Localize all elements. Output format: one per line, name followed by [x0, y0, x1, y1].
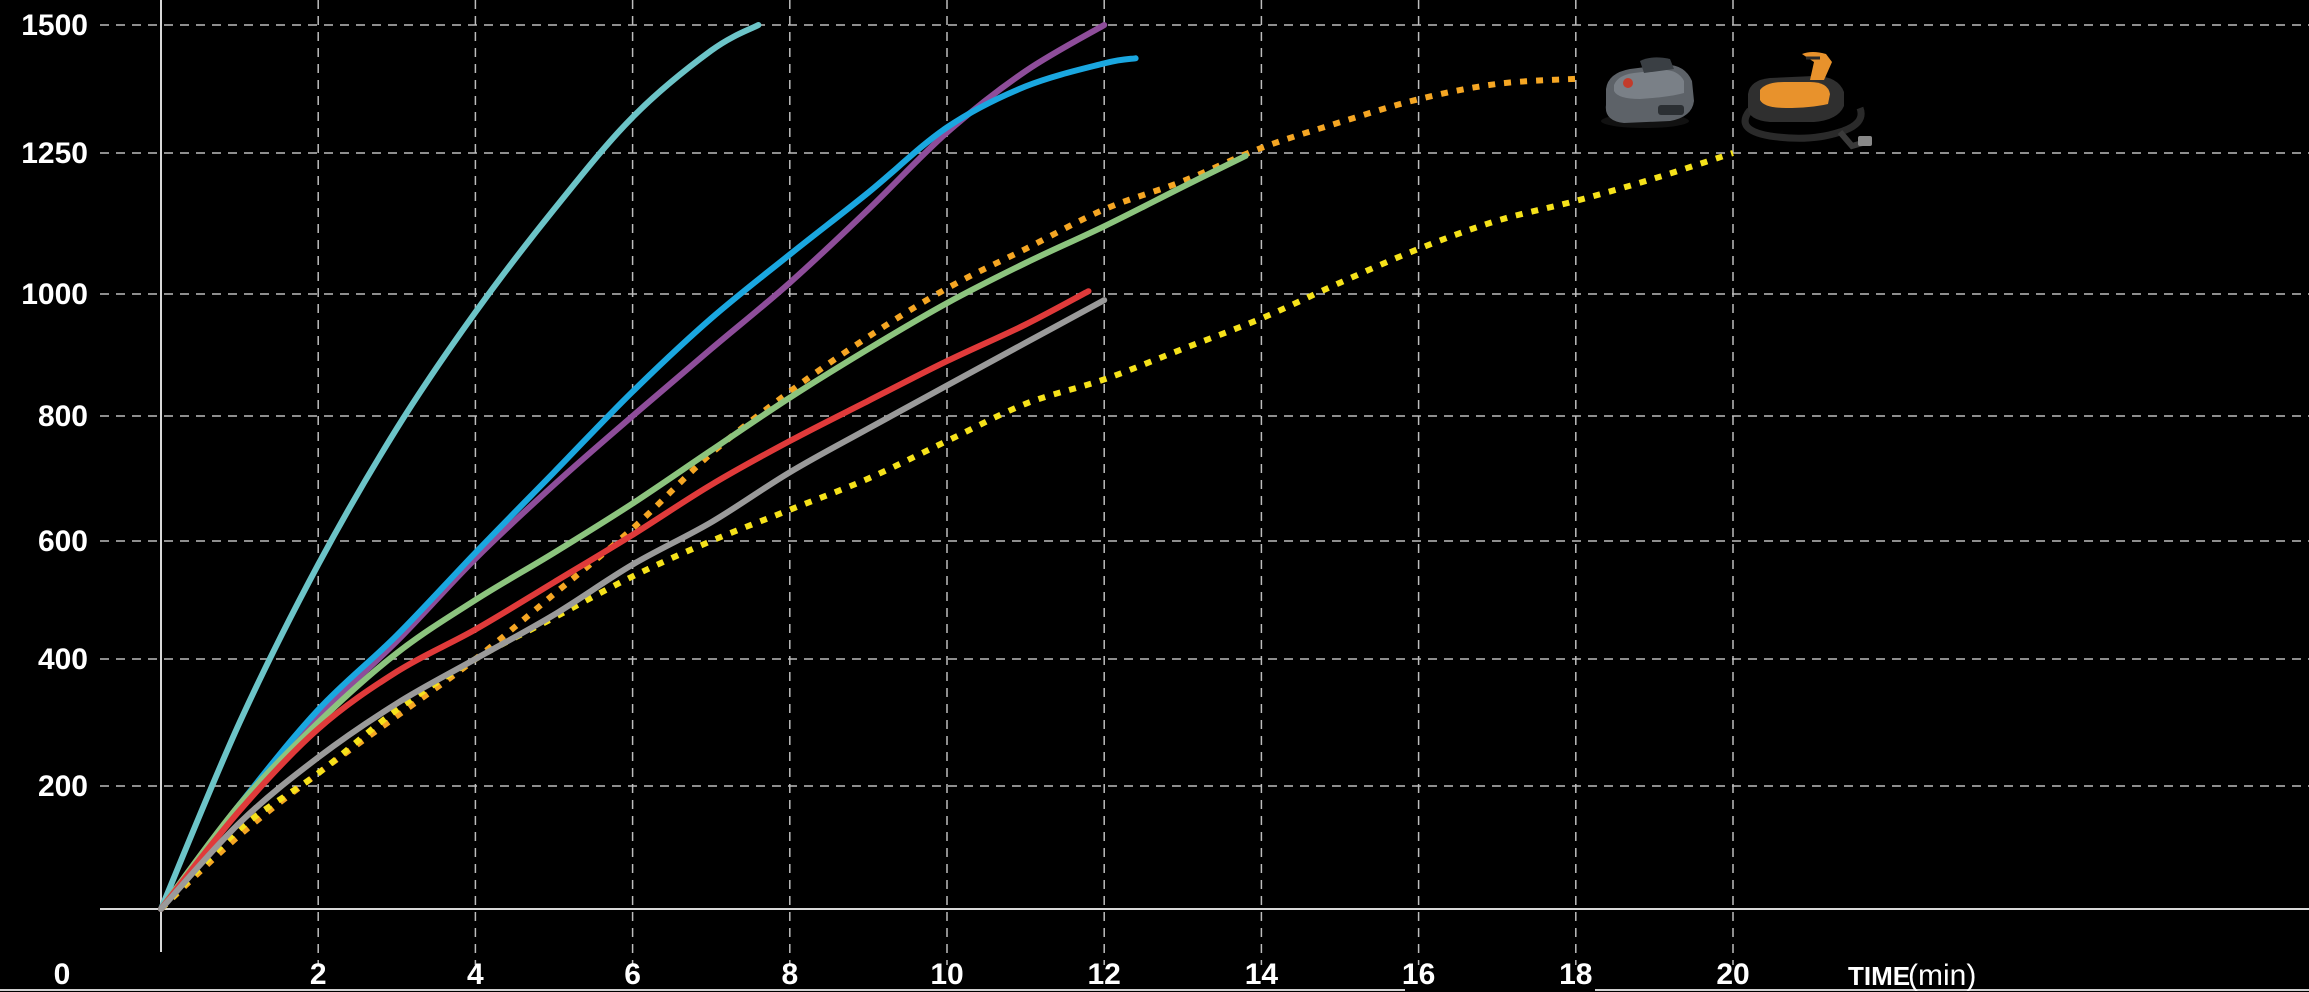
series-line-4 [158, 152, 1249, 912]
y-tick-label: 1500 [21, 9, 88, 42]
x-tick-label: 10 [930, 958, 963, 991]
electric-pump-gray-icon [1601, 57, 1694, 128]
series-line-1 [158, 22, 762, 912]
x-tick-label: 18 [1559, 958, 1592, 991]
series-line-3 [158, 55, 1139, 912]
series-line-8 [158, 150, 1734, 912]
series-line-2 [158, 22, 1108, 912]
x-tick-label: 12 [1088, 958, 1121, 991]
tick-labels: 200 400 600 800 1000 1250 1500 0 2 4 6 8 10 12 14 16 18 2… [21, 9, 1749, 991]
x-tick-label: 0 [54, 958, 71, 991]
x-tick-label: 6 [624, 958, 641, 991]
x-axis-title: TIME (min) [1848, 959, 1976, 992]
y-tick-label: 600 [38, 525, 88, 558]
grid [100, 0, 2309, 965]
series-lines [158, 22, 1734, 912]
y-tick-label: 1250 [21, 137, 88, 170]
x-tick-label: 4 [467, 958, 484, 991]
y-tick-label: 1000 [21, 278, 88, 311]
y-tick-label: 800 [38, 400, 88, 433]
electric-pump-orange-icon [1741, 52, 1872, 150]
x-axis-label: TIME [1848, 961, 1910, 991]
series-line-7 [158, 75, 1576, 912]
y-tick-label: 400 [38, 643, 88, 676]
series-line-6 [158, 297, 1108, 912]
x-tick-label: 2 [310, 958, 327, 991]
y-tick-label: 200 [38, 770, 88, 803]
x-tick-label: 20 [1716, 958, 1749, 991]
series-line-5 [158, 288, 1092, 912]
x-tick-label: 8 [781, 958, 798, 991]
x-tick-label: 14 [1245, 958, 1279, 991]
x-axis-unit: (min) [1908, 959, 1976, 992]
x-tick-label: 16 [1402, 958, 1435, 991]
